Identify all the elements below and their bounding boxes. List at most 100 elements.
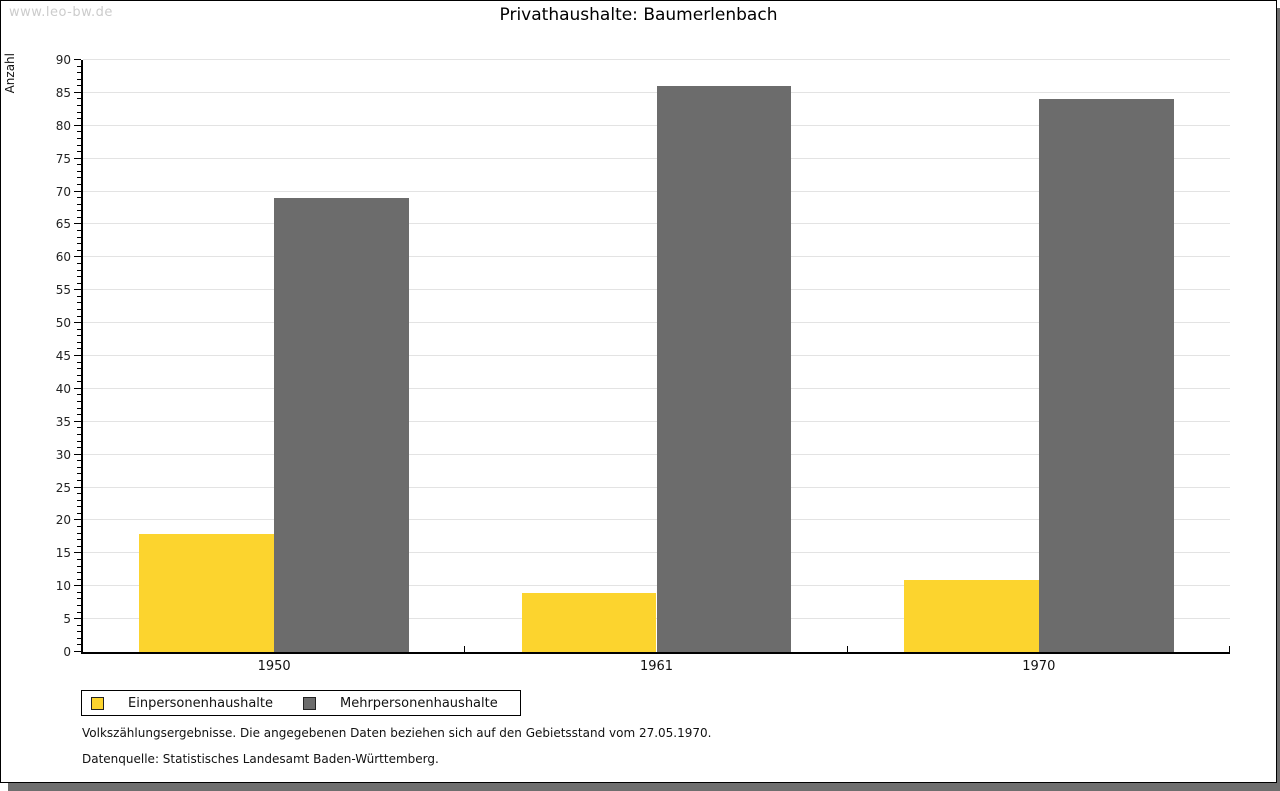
y-tick-label: 35	[55, 414, 71, 429]
y-tick-label: 25	[55, 480, 71, 495]
y-tick-label: 40	[55, 381, 71, 396]
y-axis-major-tick	[74, 124, 81, 126]
y-axis-minor-tick	[77, 460, 81, 462]
y-tick-label: 15	[55, 546, 71, 561]
y-axis-minor-tick	[77, 381, 81, 383]
y-tick-label: 80	[55, 118, 71, 133]
y-axis-minor-tick	[77, 210, 81, 212]
y-axis-minor-tick	[77, 539, 81, 541]
y-axis-minor-tick	[77, 493, 81, 495]
y-axis-label: Anzahl	[3, 53, 17, 94]
y-axis-minor-tick	[77, 177, 81, 179]
y-axis-minor-tick	[77, 315, 81, 317]
legend-label: Mehrpersonenhaushalte	[340, 695, 498, 711]
y-axis-minor-tick	[77, 532, 81, 534]
y-axis-minor-tick	[77, 637, 81, 639]
legend-swatch-mehrpersonenhaushalte	[303, 696, 316, 710]
y-axis-minor-tick	[77, 361, 81, 363]
y-axis-major-tick	[74, 453, 81, 455]
gridline	[83, 59, 1230, 60]
y-axis-major-tick	[74, 190, 81, 192]
bar-mehrpersonenhaushalte-1970	[1038, 99, 1174, 652]
y-axis-minor-tick	[77, 604, 81, 606]
y-axis-minor-tick	[77, 308, 81, 310]
y-axis-minor-tick	[77, 545, 81, 547]
legend-item-mehrpersonenhaushalte: Mehrpersonenhaushalte	[303, 696, 498, 711]
plot-area: 0 5 10 15 20 25 30 35 40 45 50 55 60 65 70 75 80 85 90 1950…	[56, 54, 1230, 674]
y-axis-minor-tick	[77, 644, 81, 646]
y-axis-major-tick	[74, 91, 81, 93]
y-axis-major-tick	[74, 256, 81, 258]
y-axis-minor-tick	[77, 401, 81, 403]
y-axis-major-tick	[74, 322, 81, 324]
chart-title: Privathaushalte: Baumerlenbach	[499, 5, 778, 25]
y-axis-minor-tick	[77, 631, 81, 633]
bar-einpersonenhaushalte-1961	[521, 592, 657, 652]
y-axis-minor-tick	[77, 427, 81, 429]
y-axis-minor-tick	[77, 111, 81, 113]
x-axis-tick	[846, 646, 848, 652]
y-axis-minor-tick	[77, 98, 81, 100]
y-axis-major-tick	[74, 387, 81, 389]
y-axis-minor-tick	[77, 526, 81, 528]
y-axis-minor-tick	[77, 479, 81, 481]
y-axis-minor-tick	[77, 624, 81, 626]
x-tick-label: 1961	[639, 659, 674, 674]
y-axis-minor-tick	[77, 473, 81, 475]
y-axis-minor-tick	[77, 407, 81, 409]
y-tick-label: 75	[55, 151, 71, 166]
y-tick-label: 45	[55, 349, 71, 363]
legend: Einpersonenhaushalte Mehrpersonenhaushal…	[81, 690, 521, 716]
y-axis-minor-tick	[77, 203, 81, 205]
y-axis-major-tick	[74, 355, 81, 356]
y-axis-minor-tick	[77, 578, 81, 580]
y-axis-major-tick	[74, 618, 81, 620]
legend-swatch-einpersonenhaushalte	[91, 696, 104, 710]
y-axis-minor-tick	[77, 72, 81, 74]
y-axis-major-tick	[74, 651, 81, 652]
y-axis-minor-tick	[77, 269, 81, 271]
y-axis-major-tick	[74, 420, 81, 422]
x-tick-label: 1950	[257, 659, 291, 674]
y-axis-minor-tick	[77, 243, 81, 245]
y-axis-minor-tick	[77, 565, 81, 567]
y-axis-minor-tick	[77, 328, 81, 330]
y-tick-label: 30	[55, 447, 71, 462]
y-tick-label: 50	[55, 316, 71, 331]
y-axis-minor-tick	[77, 262, 81, 264]
y-axis-minor-tick	[77, 164, 81, 166]
y-axis-major-tick	[74, 157, 81, 159]
y-axis-major-tick	[74, 486, 81, 488]
y-axis-minor-tick	[77, 85, 81, 87]
y-axis-minor-tick	[77, 368, 81, 370]
y-axis-major-tick	[74, 59, 81, 60]
y-axis-minor-tick	[77, 611, 81, 613]
y-axis-minor-tick	[77, 335, 81, 337]
legend-item-einpersonenhaushalte: Einpersonenhaushalte	[91, 696, 273, 711]
x-axis-tick	[464, 646, 466, 652]
y-axis-minor-tick	[77, 295, 81, 297]
y-axis-minor-tick	[77, 414, 81, 416]
y-axis-minor-tick	[77, 65, 81, 67]
legend-label: Einpersonenhaushalte	[128, 695, 273, 711]
y-axis-minor-tick	[77, 197, 81, 199]
y-axis-minor-tick	[77, 118, 81, 120]
y-tick-label: 70	[55, 184, 71, 199]
y-tick-label: 55	[55, 283, 71, 298]
y-tick-label: 10	[55, 579, 71, 594]
y-axis-minor-tick	[77, 137, 81, 139]
y-axis-minor-tick	[77, 572, 81, 574]
y-axis-minor-tick	[77, 394, 81, 396]
y-axis-minor-tick	[77, 591, 81, 593]
y-tick-label: 5	[63, 612, 71, 627]
y-axis-minor-tick	[77, 78, 81, 80]
y-axis-minor-tick	[77, 216, 81, 218]
y-axis-minor-tick	[77, 302, 81, 304]
bar-mehrpersonenhaushalte-1950	[274, 198, 410, 652]
x-axis-line	[81, 652, 1230, 654]
y-axis-minor-tick	[77, 466, 81, 468]
y-axis-minor-tick	[77, 374, 81, 376]
y-axis-minor-tick	[77, 105, 81, 107]
y-axis-minor-tick	[77, 131, 81, 133]
